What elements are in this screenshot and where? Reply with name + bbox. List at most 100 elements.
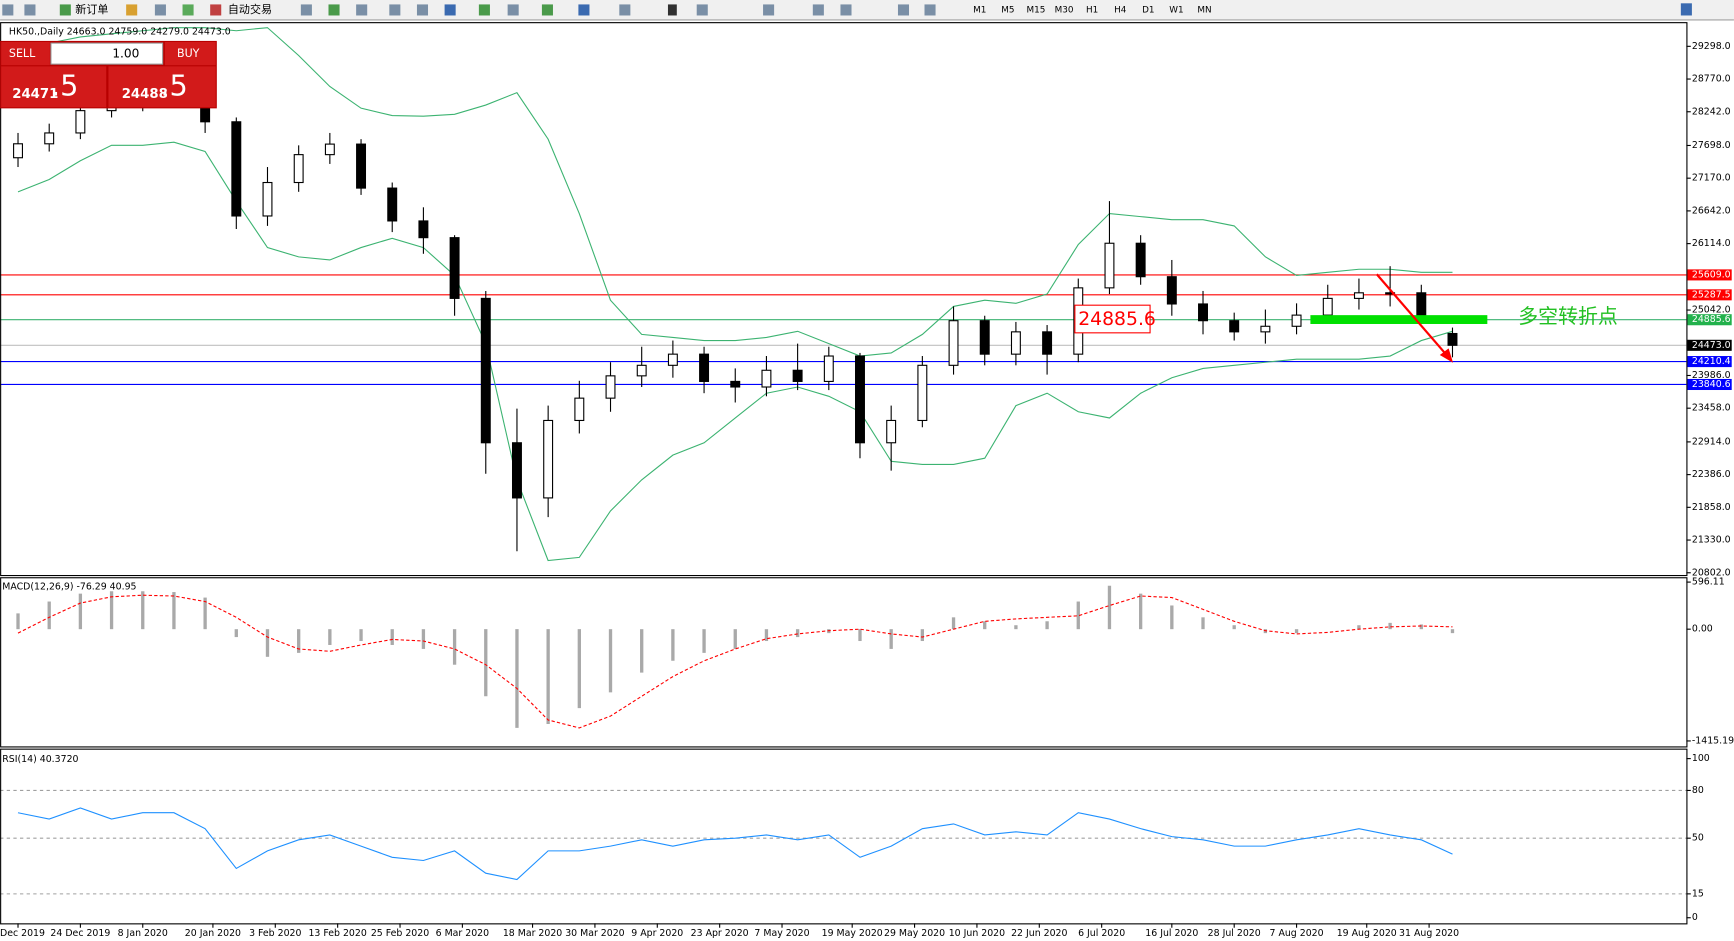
sell-price[interactable]: 24471 bbox=[12, 87, 58, 102]
level-label-box bbox=[1687, 356, 1732, 368]
candle-body bbox=[1322, 297, 1333, 316]
volume[interactable]: 1.00 bbox=[112, 47, 139, 61]
icon[interactable] bbox=[416, 4, 429, 16]
icon[interactable] bbox=[210, 4, 222, 16]
timeframe-button[interactable]: H4 bbox=[1114, 5, 1127, 15]
sell-label[interactable]: SELL bbox=[9, 47, 36, 60]
level-label-box bbox=[1687, 339, 1732, 351]
y-tick-label: 23458.0 bbox=[1692, 403, 1731, 414]
level-label-box bbox=[1687, 314, 1732, 326]
indicator-title: RSI(14) 40.3720 bbox=[2, 754, 78, 765]
candle-body bbox=[1260, 325, 1271, 333]
icon[interactable] bbox=[619, 4, 631, 16]
icon[interactable] bbox=[182, 4, 194, 16]
candle-body bbox=[418, 220, 429, 239]
y-tick-label: -1415.19 bbox=[1692, 735, 1734, 746]
arrow-head bbox=[1439, 348, 1454, 363]
level-label-box bbox=[1687, 378, 1732, 391]
y-tick-label: 29298.0 bbox=[1692, 41, 1731, 52]
icon[interactable] bbox=[578, 4, 590, 16]
timeframe-button[interactable]: H1 bbox=[1086, 5, 1098, 15]
buy-price[interactable]: 24488 bbox=[122, 87, 168, 102]
candle-body bbox=[1042, 331, 1053, 355]
toolbar-button[interactable]: 新订单 bbox=[75, 2, 108, 16]
buy-pips[interactable]: .5 bbox=[160, 68, 187, 102]
icon[interactable] bbox=[356, 4, 368, 16]
icon[interactable] bbox=[840, 4, 852, 16]
candle-body bbox=[543, 419, 554, 499]
bollinger-band bbox=[17, 27, 1453, 357]
timeframe-button[interactable]: M5 bbox=[1001, 5, 1014, 15]
candle-body bbox=[574, 397, 585, 422]
buy-label[interactable]: BUY bbox=[177, 47, 200, 60]
icon[interactable] bbox=[1680, 3, 1692, 16]
x-tick-label: 22 Jun 2020 bbox=[1011, 928, 1067, 939]
icon[interactable] bbox=[328, 4, 340, 16]
candle-body bbox=[917, 364, 928, 422]
icon[interactable] bbox=[300, 4, 312, 16]
icon[interactable] bbox=[812, 4, 824, 16]
x-tick-label: 24 Dec 2019 bbox=[50, 928, 110, 939]
icon[interactable] bbox=[763, 4, 775, 16]
candle-body bbox=[1010, 331, 1021, 355]
timeframe-button[interactable]: W1 bbox=[1169, 5, 1183, 15]
candle-body bbox=[605, 375, 616, 399]
y-tick-label: 22386.0 bbox=[1692, 469, 1731, 480]
sell-pips[interactable]: .5 bbox=[51, 68, 78, 102]
icon[interactable] bbox=[24, 4, 36, 16]
icon[interactable] bbox=[2, 4, 14, 16]
candle-body bbox=[1416, 292, 1427, 316]
icon[interactable] bbox=[478, 4, 490, 16]
x-tick-label: 28 Jul 2020 bbox=[1208, 928, 1261, 939]
icon[interactable] bbox=[541, 4, 553, 16]
x-tick-label: 10 Jun 2020 bbox=[949, 928, 1005, 939]
toolbar-icons bbox=[2, 3, 1692, 16]
level-label: 25287.5 bbox=[1692, 289, 1731, 300]
icon[interactable] bbox=[507, 4, 519, 16]
y-tick-label: 0.00 bbox=[1692, 624, 1713, 635]
x-tick-label: 19 Aug 2020 bbox=[1337, 928, 1397, 939]
level-label-box bbox=[1687, 269, 1732, 281]
indicator-title: MACD(12,26,9) -76.29 40.95 bbox=[2, 582, 136, 593]
icon[interactable] bbox=[444, 4, 456, 16]
level-label-box bbox=[1687, 289, 1732, 301]
x-tick-label: 29 May 2020 bbox=[884, 928, 945, 939]
timeframe-button[interactable]: M30 bbox=[1055, 5, 1074, 15]
y-tick-label: 25042.0 bbox=[1692, 305, 1731, 316]
panel-border bbox=[0, 748, 1688, 925]
timeframe-button[interactable]: MN bbox=[1197, 5, 1211, 15]
candle-body bbox=[75, 110, 86, 134]
icon[interactable] bbox=[696, 4, 708, 16]
buy-price-box[interactable] bbox=[108, 66, 216, 108]
x-tick-label: 7 Aug 2020 bbox=[1270, 928, 1324, 939]
y-tick-label: 50 bbox=[1692, 833, 1704, 844]
trend-arrow bbox=[1375, 273, 1449, 357]
timeframe-button[interactable]: D1 bbox=[1142, 5, 1154, 15]
macd-signal bbox=[17, 594, 1453, 729]
chart-title: HK50.,Daily 24663.0 24759.0 24279.0 2447… bbox=[9, 27, 231, 38]
icon[interactable] bbox=[389, 4, 401, 16]
icon[interactable] bbox=[59, 4, 71, 16]
annotation-price: 24885.6 bbox=[1078, 309, 1156, 330]
icon[interactable] bbox=[154, 4, 166, 16]
y-tick-label: 26114.0 bbox=[1692, 238, 1731, 249]
candle-body bbox=[1229, 320, 1240, 333]
volume-box[interactable] bbox=[50, 42, 164, 65]
icon[interactable] bbox=[126, 4, 138, 16]
sell-button[interactable] bbox=[1, 42, 50, 66]
sell-price-box[interactable] bbox=[1, 66, 107, 108]
candle-body bbox=[855, 355, 865, 444]
buy-button[interactable] bbox=[164, 42, 216, 66]
timeframe-button[interactable]: M15 bbox=[1027, 5, 1046, 15]
timeframe-button[interactable]: M1 bbox=[973, 5, 986, 15]
icon[interactable] bbox=[897, 4, 910, 16]
toolbar-button[interactable]: 自动交易 bbox=[228, 2, 272, 16]
candle-body bbox=[1104, 242, 1115, 289]
icon[interactable] bbox=[924, 4, 936, 16]
level-label: 25609.0 bbox=[1692, 269, 1731, 280]
icon[interactable] bbox=[667, 4, 677, 16]
candle-body bbox=[293, 154, 304, 184]
x-tick-label: 3 Feb 2020 bbox=[249, 928, 301, 939]
candle-body bbox=[356, 143, 367, 189]
